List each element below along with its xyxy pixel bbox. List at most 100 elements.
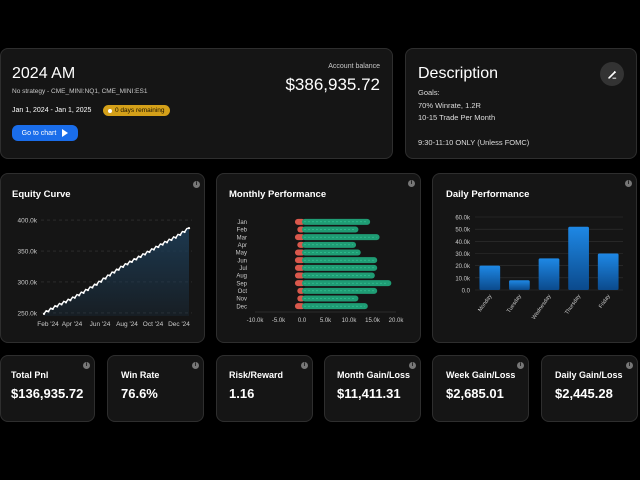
description-title: Description <box>418 65 499 82</box>
month-label: Feb <box>237 228 248 234</box>
monthly-performance-title: Monthly Performance <box>229 189 327 200</box>
day-bar <box>538 258 560 290</box>
equity-point <box>121 265 125 268</box>
stat-value: $136,935.72 <box>11 386 84 401</box>
equity-line <box>43 227 190 315</box>
y-tick-label: 40.0k <box>455 240 471 246</box>
go-to-chart-label: Go to chart <box>21 129 57 137</box>
day-bar <box>509 280 530 290</box>
x-tick-label: Feb '24 <box>37 321 59 328</box>
y-tick-label: 300.0k <box>17 279 37 286</box>
monthly-performance-card: Monthly Performance i Jan Feb Mar Apr May Jun… <box>216 173 421 343</box>
equity-point <box>104 277 107 280</box>
gain-bar <box>302 295 359 302</box>
stat-card-month-gain-loss: Month Gain/Loss $11,411.31 i <box>324 355 421 422</box>
equity-point <box>51 307 54 311</box>
play-icon <box>62 129 69 137</box>
day-label: Friday <box>598 294 612 310</box>
info-icon[interactable]: i <box>193 181 200 188</box>
x-tick-label: 15.0k <box>365 318 381 324</box>
stat-label: Daily Gain/Loss <box>555 370 623 380</box>
y-tick-label: 250.0k <box>17 310 37 317</box>
account-title: 2024 AM <box>12 65 76 82</box>
x-tick-label: Oct '24 <box>143 321 164 328</box>
days-remaining-text: 0 days remaining <box>115 107 165 114</box>
equity-point <box>117 268 120 271</box>
stat-label: Month Gain/Loss <box>337 370 410 380</box>
x-tick-label: Aug '24 <box>116 321 138 328</box>
account-strategy: No strategy - CME_MINI:NQ1, CME_MINI:ES1 <box>12 88 148 95</box>
y-tick-label: 60.0k <box>455 216 471 222</box>
info-icon[interactable]: i <box>192 362 199 369</box>
gain-bar <box>302 249 361 256</box>
info-icon[interactable]: i <box>625 180 632 187</box>
month-label: Oct <box>238 289 248 295</box>
x-tick-label: Jun '24 <box>90 321 111 328</box>
day-label: Thursday <box>564 294 582 316</box>
daily-performance-title: Daily Performance <box>446 189 530 200</box>
equity-point <box>42 312 46 315</box>
x-tick-label: 5.0k <box>320 318 332 324</box>
info-icon[interactable]: i <box>626 362 633 369</box>
equity-point <box>161 243 164 246</box>
equity-point <box>174 236 177 239</box>
gain-bar <box>302 272 375 279</box>
stat-label: Win Rate <box>121 370 160 380</box>
month-label: Mar <box>237 235 247 241</box>
equity-point <box>108 274 112 277</box>
x-tick-label: 10.0k <box>342 318 358 324</box>
equity-point <box>148 250 151 254</box>
x-tick-label: 0.0 <box>298 318 307 324</box>
info-icon[interactable]: i <box>408 180 415 187</box>
description-line: Goals: <box>418 88 440 97</box>
month-label: Jul <box>239 266 247 272</box>
equity-point <box>170 238 173 242</box>
equity-point <box>56 305 59 308</box>
description-line: 9:30-11:10 ONLY (Unless FOMC) <box>418 138 530 147</box>
equity-point <box>47 310 50 313</box>
month-label: Jun <box>237 258 247 264</box>
info-icon[interactable]: i <box>83 362 90 369</box>
info-icon[interactable]: i <box>409 362 416 369</box>
equity-point <box>135 258 138 261</box>
equity-point <box>64 301 68 304</box>
gain-bar <box>302 264 378 271</box>
stat-value: 76.6% <box>121 386 158 401</box>
x-tick-label: 20.0k <box>389 318 405 324</box>
y-tick-label: 10.0k <box>455 276 471 282</box>
equity-point <box>82 291 85 294</box>
y-tick-label: 0.0 <box>462 289 471 295</box>
equity-point <box>130 260 133 264</box>
equity-point <box>91 286 94 289</box>
stat-card-risk-reward: Risk/Reward 1.16 i <box>216 355 313 422</box>
gain-bar <box>302 303 368 310</box>
month-label: Apr <box>238 243 247 249</box>
equity-point <box>60 303 63 306</box>
dot-icon <box>108 108 112 113</box>
stat-card-win-rate: Win Rate 76.6% i <box>107 355 204 422</box>
info-icon[interactable]: i <box>301 362 308 369</box>
edit-description-button[interactable] <box>600 62 624 86</box>
equity-point <box>69 299 72 302</box>
account-balance-label: Account balance <box>328 63 380 70</box>
stat-value: 1.16 <box>229 386 255 401</box>
stat-value: $2,685.01 <box>446 386 504 401</box>
x-tick-label: -5.0k <box>272 318 286 324</box>
month-label: Dec <box>236 304 247 310</box>
equity-point <box>165 241 169 244</box>
info-icon[interactable]: i <box>517 362 524 369</box>
equity-point <box>100 280 103 283</box>
month-label: Nov <box>236 297 247 303</box>
description-line: 10-15 Trade Per Month <box>418 113 496 122</box>
go-to-chart-button[interactable]: Go to chart <box>12 125 78 141</box>
account-date-range: Jan 1, 2024 - Jan 1, 2025 <box>12 107 92 114</box>
equity-point <box>78 294 81 297</box>
equity-point <box>157 245 160 249</box>
x-tick-label: -10.0k <box>247 318 265 324</box>
x-tick-label: Dec '24 <box>168 321 190 328</box>
stat-label: Risk/Reward <box>229 370 284 380</box>
y-tick-label: 400.0k <box>17 218 37 225</box>
y-tick-label: 350.0k <box>17 249 37 256</box>
day-label: Wednesday <box>531 294 553 321</box>
